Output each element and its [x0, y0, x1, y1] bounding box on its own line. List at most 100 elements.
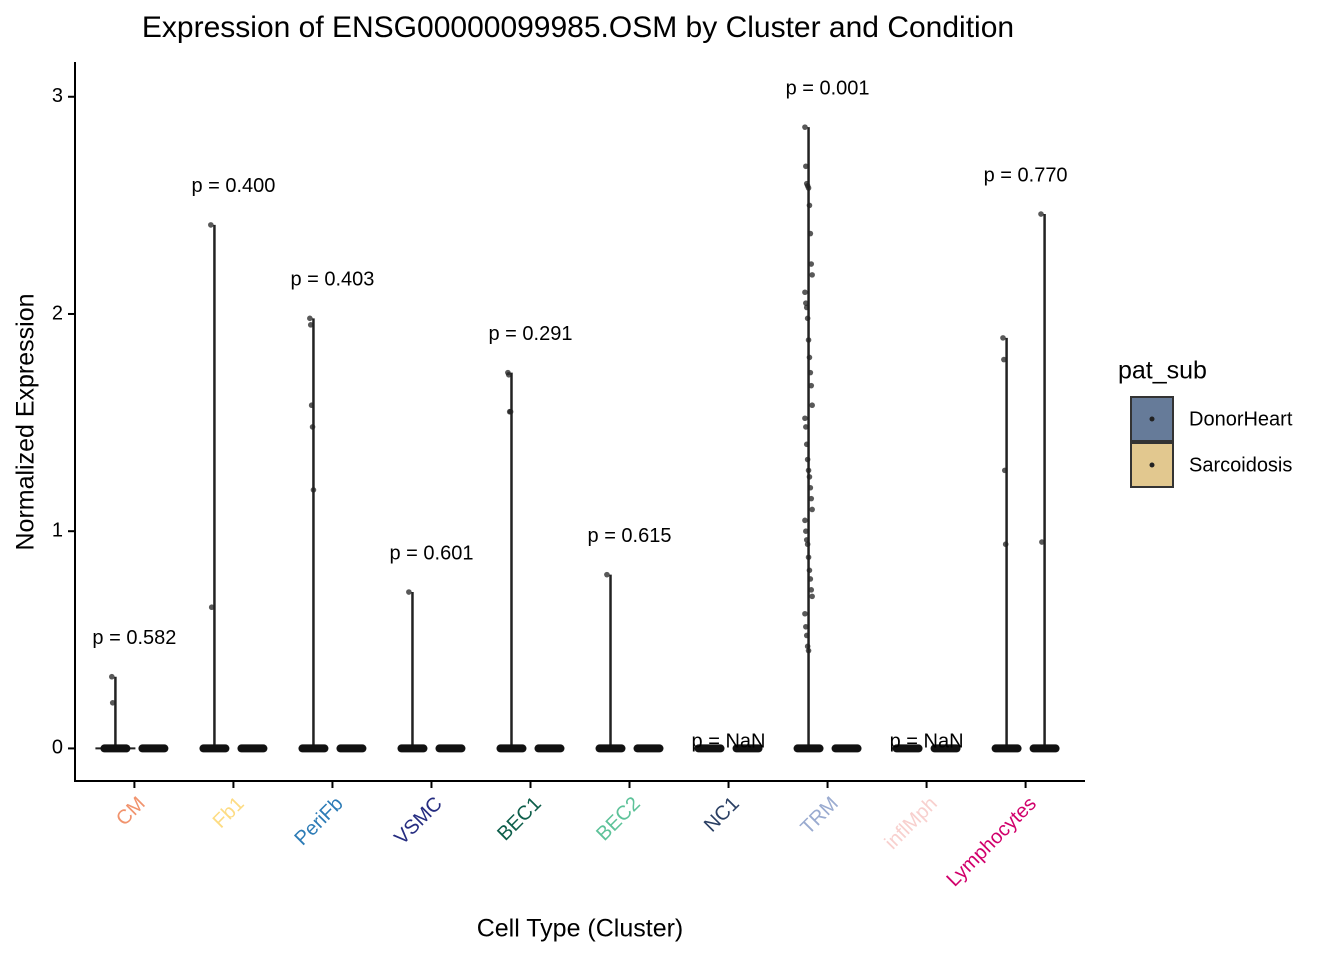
p-value-label: p = 0.403: [290, 269, 374, 291]
point: [806, 474, 813, 480]
point: [809, 402, 815, 409]
zero-points: [793, 744, 824, 753]
point: [802, 289, 808, 296]
y-tick-label: 3: [52, 85, 63, 107]
zero-points: [892, 744, 923, 753]
point: [505, 371, 512, 378]
point: [807, 484, 814, 491]
x-tick-label: Lymphocytes: [943, 793, 1041, 891]
zero-points: [732, 744, 763, 753]
point: [803, 304, 810, 311]
point: [307, 322, 314, 328]
x-tick-label: NC1: [700, 793, 744, 837]
zero-points: [397, 744, 428, 753]
point: [208, 604, 215, 611]
point: [803, 528, 809, 534]
point: [805, 337, 812, 343]
point: [805, 467, 812, 474]
point: [406, 589, 412, 595]
point: [809, 593, 815, 600]
point: [109, 673, 115, 680]
legend-label: DonorHeart: [1189, 408, 1293, 430]
point: [803, 424, 809, 430]
zero-points: [298, 744, 329, 753]
zero-points: [237, 744, 268, 753]
chart-title: Expression of ENSG00000099985.OSM by Clu…: [142, 11, 1014, 44]
point: [806, 354, 813, 361]
point: [808, 382, 815, 389]
point: [804, 315, 811, 322]
point: [808, 261, 815, 267]
point: [1002, 541, 1009, 548]
point: [803, 537, 810, 543]
x-axis-title: Cell Type (Cluster): [477, 915, 684, 943]
point: [109, 700, 116, 706]
point: [308, 402, 315, 409]
point: [803, 300, 809, 306]
p-value-label: p = 0.770: [984, 164, 1068, 186]
p-value-label: p = NaN: [692, 731, 766, 753]
point: [307, 315, 313, 322]
p-value-label: p = 0.001: [786, 77, 870, 99]
point: [805, 185, 812, 191]
p-value-label: p = 0.400: [191, 175, 275, 197]
zero-points: [496, 744, 527, 753]
zero-points: [831, 744, 862, 753]
p-value-label: p = 0.291: [489, 323, 573, 345]
point: [1039, 539, 1045, 545]
x-tick-label: Fb1: [209, 793, 249, 833]
zero-points: [199, 744, 230, 753]
x-tick-label: TRM: [797, 793, 843, 839]
point: [802, 415, 808, 422]
point: [809, 272, 815, 278]
zero-points: [336, 744, 367, 753]
point: [802, 610, 808, 617]
point: [309, 424, 316, 430]
point: [805, 554, 812, 561]
legend-title: pat_sub: [1118, 357, 1207, 385]
legend-dot: [1149, 462, 1155, 468]
point: [804, 541, 811, 548]
x-tick-label: BEC1: [493, 793, 546, 846]
point: [806, 567, 813, 574]
point: [1001, 356, 1007, 363]
point: [1038, 211, 1044, 217]
point: [808, 495, 815, 502]
point: [310, 487, 317, 493]
point: [803, 163, 809, 170]
y-tick-label: 1: [52, 519, 63, 541]
zero-points: [595, 744, 626, 753]
point: [1000, 335, 1006, 341]
point: [807, 230, 814, 237]
point: [809, 506, 815, 513]
y-tick-label: 2: [52, 302, 63, 324]
point: [808, 587, 815, 593]
point: [804, 456, 811, 463]
p-value-label: p = 0.601: [389, 542, 473, 564]
point: [604, 571, 610, 578]
zero-points: [1029, 744, 1060, 753]
zero-points: [100, 744, 131, 753]
p-value-label: p = 0.582: [92, 627, 176, 649]
x-tick-label: VSMC: [390, 793, 446, 849]
point: [208, 222, 214, 228]
x-tick-label: BEC2: [592, 793, 645, 846]
x-tick-label: inflMph: [881, 793, 942, 854]
point: [807, 576, 814, 582]
p-value-label: p = 0.615: [588, 525, 672, 547]
zero-points: [633, 744, 664, 753]
point: [807, 369, 814, 376]
point: [803, 623, 809, 630]
x-tick-label: PeriFb: [291, 793, 348, 850]
point: [803, 632, 810, 639]
legend-label: Sarcoidosis: [1189, 454, 1292, 476]
zero-points: [138, 744, 169, 753]
point: [802, 124, 808, 130]
point: [507, 408, 514, 415]
y-tick-label: 0: [52, 737, 63, 759]
zero-points: [534, 744, 565, 753]
point: [803, 441, 810, 448]
point: [802, 517, 808, 524]
zero-points: [991, 744, 1022, 753]
